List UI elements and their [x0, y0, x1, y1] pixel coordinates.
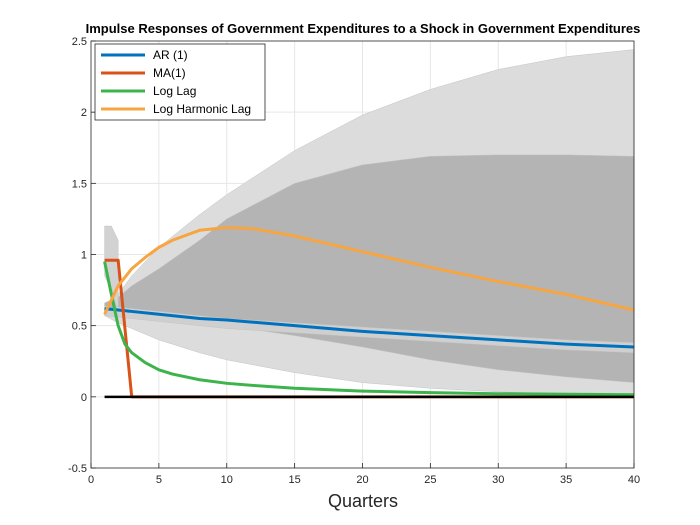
y-tick-label-0: -0.5: [68, 463, 87, 475]
legend: AR (1) MA(1) Log Lag Log Harmonic Lag: [94, 43, 266, 121]
x-tick-label-0: 0: [88, 474, 94, 486]
legend-label-log-lag: Log Lag: [153, 84, 196, 98]
legend-label-log-harmonic-lag: Log Harmonic Lag: [153, 102, 251, 116]
series-line-log-lag: [103, 261, 635, 397]
x-tick-label-7: 35: [560, 474, 572, 486]
y-tick-label-6: 2.5: [72, 36, 87, 48]
x-tick-label-1: 5: [156, 474, 162, 486]
legend-label-ar-1: AR (1): [153, 48, 188, 62]
y-tick-label-1: 0: [81, 392, 87, 404]
y-tick-label-2: 0.5: [72, 321, 87, 333]
x-tick-label-5: 25: [424, 474, 436, 486]
series-line-ar-1: [104, 307, 635, 349]
x-tick-label-6: 30: [492, 474, 504, 486]
x-axis-ticks: 0 5 10 15 20 25 30 35 40: [88, 463, 640, 486]
y-tick-label-4: 1.5: [72, 178, 87, 190]
series-line-log-harmonic-lag: [103, 225, 635, 315]
x-tick-label-4: 20: [356, 474, 368, 486]
x-tick-label-2: 10: [221, 474, 233, 486]
x-tick-label-8: 40: [628, 474, 640, 486]
x-tick-label-3: 15: [289, 474, 301, 486]
legend-box: [94, 43, 266, 121]
y-axis-ticks: -0.5 0 0.5 1 1.5 2 2.5: [68, 36, 96, 475]
y-tick-label-3: 1: [81, 250, 87, 262]
chart-title: Impulse Responses of Government Expendit…: [86, 21, 641, 36]
legend-label-ma-1: MA(1): [153, 66, 186, 80]
x-axis-label: Quarters: [328, 491, 398, 511]
y-tick-label-5: 2: [81, 107, 87, 119]
